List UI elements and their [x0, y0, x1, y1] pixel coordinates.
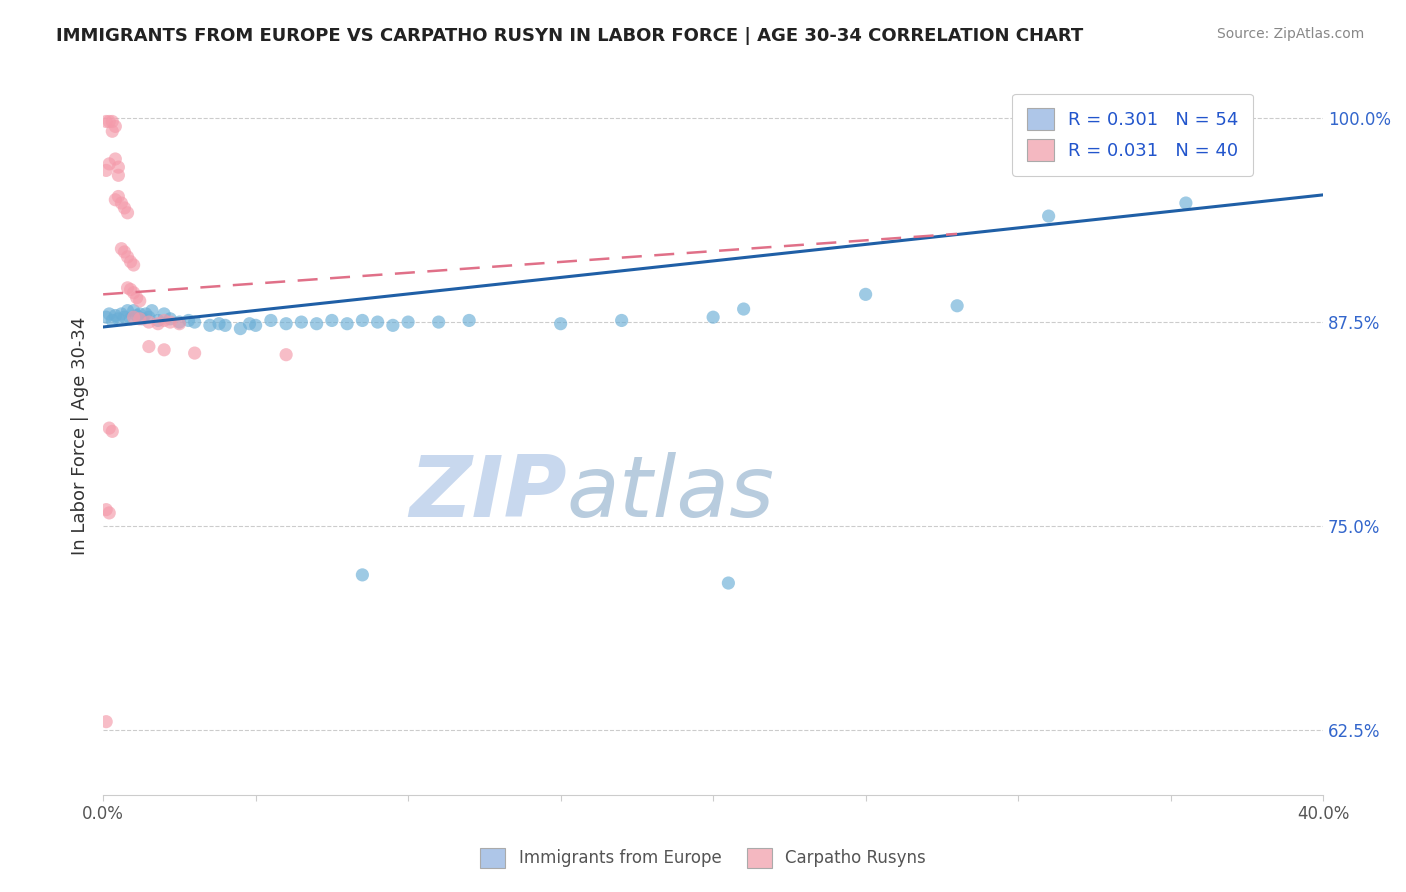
Point — [183, 346, 205, 360]
Point — [177, 313, 200, 327]
Point — [550, 317, 572, 331]
Point — [98, 157, 121, 171]
Point — [101, 114, 124, 128]
Point — [117, 206, 139, 220]
Point — [352, 313, 374, 327]
Point — [396, 315, 419, 329]
Point — [117, 303, 139, 318]
Point — [125, 309, 148, 323]
Point — [98, 307, 121, 321]
Point — [104, 193, 127, 207]
Point — [107, 169, 129, 183]
Point — [367, 315, 389, 329]
Point — [183, 315, 205, 329]
Point — [132, 311, 155, 326]
Point — [107, 160, 129, 174]
Point — [122, 258, 145, 272]
Point — [276, 317, 298, 331]
Point — [229, 321, 252, 335]
Y-axis label: In Labor Force | Age 30-34: In Labor Force | Age 30-34 — [72, 317, 89, 556]
Point — [855, 287, 877, 301]
Point — [122, 310, 145, 325]
Point — [117, 250, 139, 264]
Legend: R = 0.301   N = 54, R = 0.031   N = 40: R = 0.301 N = 54, R = 0.031 N = 40 — [1012, 94, 1253, 176]
Point — [114, 244, 136, 259]
Point — [107, 311, 129, 326]
Point — [208, 317, 231, 331]
Point — [610, 313, 633, 327]
Point — [135, 307, 157, 321]
Point — [717, 576, 740, 591]
Point — [98, 114, 121, 128]
Point — [159, 315, 181, 329]
Point — [104, 309, 127, 323]
Point — [101, 313, 124, 327]
Point — [98, 506, 121, 520]
Text: Source: ZipAtlas.com: Source: ZipAtlas.com — [1216, 27, 1364, 41]
Point — [117, 281, 139, 295]
Point — [120, 254, 142, 268]
Point — [336, 317, 359, 331]
Point — [96, 163, 118, 178]
Point — [120, 311, 142, 326]
Point — [96, 114, 118, 128]
Point — [107, 189, 129, 203]
Text: IMMIGRANTS FROM EUROPE VS CARPATHO RUSYN IN LABOR FORCE | AGE 30-34 CORRELATION : IMMIGRANTS FROM EUROPE VS CARPATHO RUSYN… — [56, 27, 1084, 45]
Point — [104, 120, 127, 134]
Point — [153, 307, 176, 321]
Point — [733, 301, 755, 316]
Point — [125, 291, 148, 305]
Point — [352, 567, 374, 582]
Point — [245, 318, 267, 333]
Point — [110, 307, 132, 321]
Point — [169, 315, 191, 329]
Point — [146, 317, 169, 331]
Point — [128, 307, 150, 321]
Point — [290, 315, 312, 329]
Point — [141, 303, 163, 318]
Point — [138, 315, 160, 329]
Point — [110, 196, 132, 211]
Point — [238, 317, 260, 331]
Point — [458, 313, 481, 327]
Point — [128, 311, 150, 326]
Point — [122, 285, 145, 300]
Point — [153, 313, 176, 327]
Point — [96, 714, 118, 729]
Point — [104, 152, 127, 166]
Point — [110, 242, 132, 256]
Point — [946, 299, 969, 313]
Point — [702, 310, 724, 325]
Point — [128, 293, 150, 308]
Point — [214, 318, 236, 333]
Point — [120, 283, 142, 297]
Point — [169, 317, 191, 331]
Point — [1174, 196, 1197, 211]
Point — [1038, 209, 1060, 223]
Point — [276, 348, 298, 362]
Legend: Immigrants from Europe, Carpatho Rusyns: Immigrants from Europe, Carpatho Rusyns — [474, 841, 932, 875]
Point — [114, 310, 136, 325]
Point — [260, 313, 283, 327]
Point — [321, 313, 343, 327]
Point — [305, 317, 328, 331]
Point — [98, 421, 121, 435]
Point — [101, 425, 124, 439]
Point — [101, 124, 124, 138]
Point — [146, 313, 169, 327]
Point — [153, 343, 176, 357]
Point — [96, 502, 118, 516]
Point — [114, 201, 136, 215]
Point — [138, 310, 160, 325]
Text: atlas: atlas — [567, 452, 775, 535]
Text: ZIP: ZIP — [409, 452, 567, 535]
Point — [96, 310, 118, 325]
Point — [427, 315, 450, 329]
Point — [138, 340, 160, 354]
Point — [122, 303, 145, 318]
Point — [198, 318, 221, 333]
Point — [159, 311, 181, 326]
Point — [381, 318, 404, 333]
